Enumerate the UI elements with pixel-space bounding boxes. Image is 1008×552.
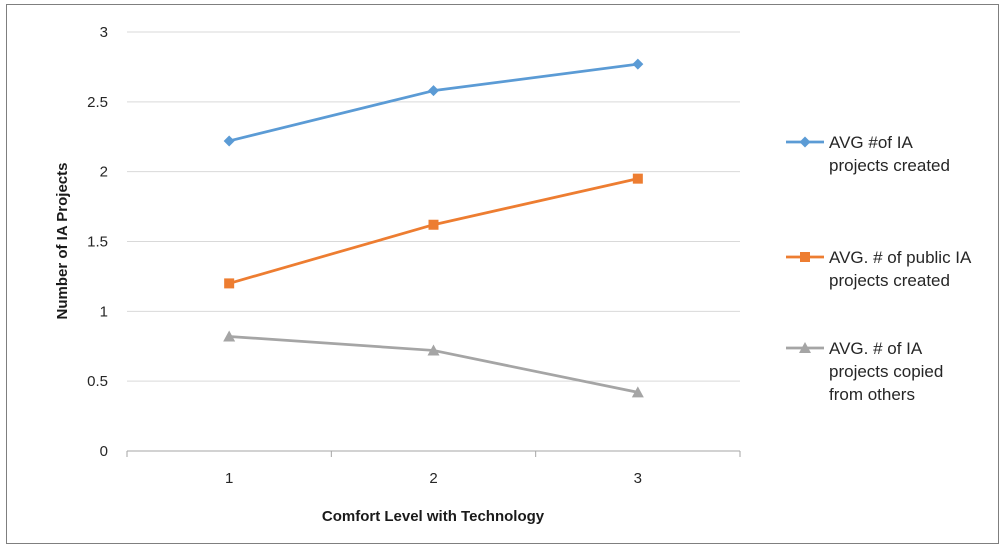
legend-label: AVG. # of public IA projects created [829, 248, 972, 290]
legend-swatch-marker [799, 136, 811, 148]
axes [126, 450, 741, 457]
series-2 [224, 173, 643, 289]
legend: AVG #of IA projects created AVG. # of publ… [786, 133, 972, 404]
data-point-marker [631, 386, 644, 398]
x-tick-label: 2 [429, 470, 437, 487]
series-group [223, 58, 644, 398]
legend-item: AVG #of IA projects created [786, 133, 950, 175]
y-tick-label: 0 [100, 443, 108, 460]
x-tick-label: 1 [225, 470, 233, 487]
x-tick-label: 3 [634, 470, 642, 487]
data-point-marker [223, 135, 235, 147]
data-point-marker [632, 173, 643, 184]
data-point-marker [427, 344, 440, 356]
legend-label: AVG. # of IA projects copied from others [829, 339, 943, 404]
y-tick-label: 2 [100, 164, 108, 181]
y-tick-label: 3 [100, 24, 108, 41]
data-point-marker [223, 330, 236, 342]
gridlines [127, 31, 740, 382]
y-tick-label: 1.5 [87, 234, 108, 251]
series-3 [223, 330, 644, 398]
series-line [228, 62, 639, 143]
legend-swatch-marker [800, 252, 810, 262]
chart-frame [6, 4, 999, 544]
data-point-marker [224, 278, 235, 289]
y-tick-label: 1 [100, 303, 108, 320]
x-axis-title: Comfort Level with Technology [322, 508, 545, 525]
legend-item: AVG. # of public IA projects created [786, 248, 972, 290]
data-point-marker [428, 219, 439, 230]
y-axis-title: Number of IA Projects [54, 163, 71, 320]
legend-item: AVG. # of IA projects copied from others [786, 339, 943, 404]
data-point-marker [632, 58, 644, 70]
tick-labels: 0 0.5 1 1.5 2 2.5 3 1 2 3 [87, 24, 642, 487]
data-point-marker [428, 85, 439, 97]
series-1 [223, 58, 644, 147]
legend-label: AVG #of IA projects created [829, 133, 950, 175]
legend-swatch-marker [799, 342, 811, 353]
y-tick-label: 2.5 [87, 94, 108, 111]
y-tick-label: 0.5 [87, 373, 108, 390]
series-line [228, 177, 639, 285]
